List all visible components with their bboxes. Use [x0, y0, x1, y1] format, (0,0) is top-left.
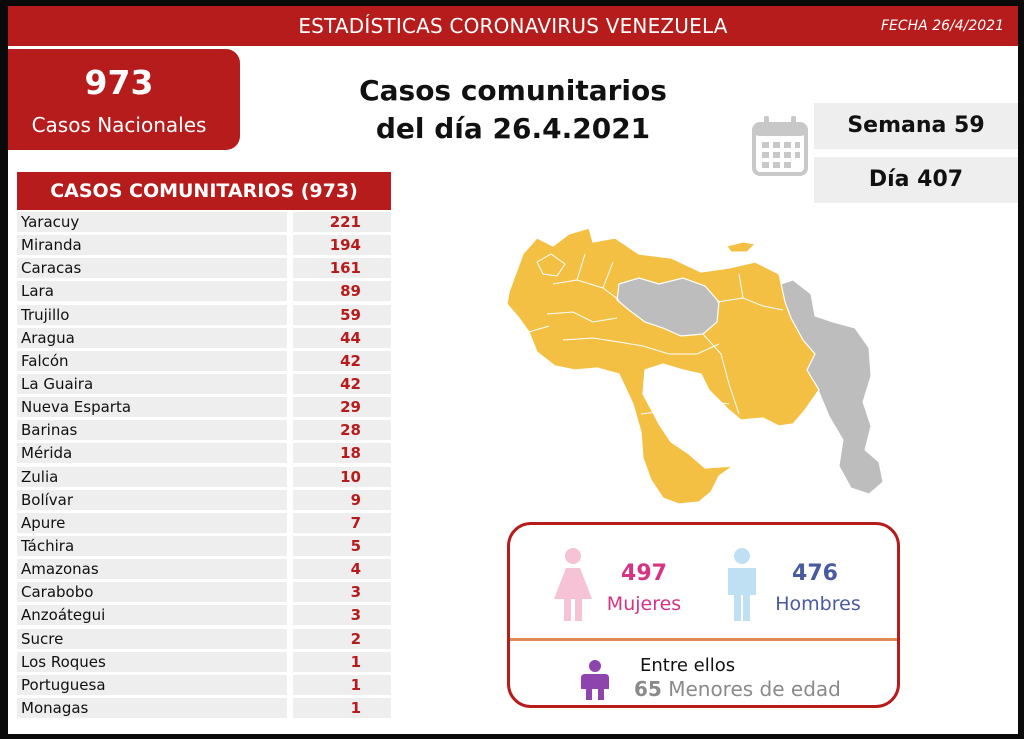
state-cases: 2 [293, 628, 391, 649]
state-name: Aragua [17, 327, 287, 348]
state-name: Nueva Esparta [17, 397, 287, 418]
state-cases: 7 [293, 512, 391, 533]
state-cases: 42 [293, 350, 391, 371]
state-name: Anzoátegui [17, 605, 287, 626]
gender-breakdown-card: 497 Mujeres 476 Hombres Entre ellos 65 M… [507, 522, 900, 708]
state-name: Mérida [17, 443, 287, 464]
table-row: Trujillo 59 [17, 304, 391, 325]
headline: Casos comunitarios del día 26.4.2021 [308, 72, 718, 148]
divider [510, 638, 897, 641]
state-cases: 59 [293, 304, 391, 325]
state-cases: 44 [293, 327, 391, 348]
state-cases: 42 [293, 373, 391, 394]
state-name: Barinas [17, 420, 287, 441]
header-date: FECHA 26/4/2021 [880, 18, 1004, 34]
state-name: Falcón [17, 350, 287, 371]
headline-line-2: del día 26.4.2021 [375, 112, 651, 145]
state-name: Carabobo [17, 582, 287, 603]
headline-line-1: Casos comunitarios [359, 74, 667, 107]
state-name: La Guaira [17, 373, 287, 394]
table-row: Falcón 42 [17, 350, 391, 371]
state-cases: 89 [293, 281, 391, 302]
community-cases-header: CASOS COMUNITARIOS (973) [17, 172, 391, 210]
national-cases-count: 973 [84, 63, 154, 102]
state-cases: 18 [293, 443, 391, 464]
day-number: Día 407 [814, 157, 1018, 203]
minors-count: 65 [634, 677, 662, 701]
week-number: Semana 59 [814, 103, 1018, 149]
map-region-yellow [506, 227, 820, 505]
state-name: Sucre [17, 628, 287, 649]
state-name: Táchira [17, 535, 287, 556]
state-cases: 1 [293, 674, 391, 695]
table-row: Lara 89 [17, 281, 391, 302]
state-name: Lara [17, 281, 287, 302]
table-row: Táchira 5 [17, 535, 391, 556]
state-cases: 29 [293, 397, 391, 418]
state-cases: 221 [293, 212, 391, 232]
state-cases: 1 [293, 697, 391, 718]
table-row: Miranda 194 [17, 235, 391, 256]
table-row: La Guaira 42 [17, 373, 391, 394]
state-name: Amazonas [17, 559, 287, 580]
state-cases: 28 [293, 420, 391, 441]
state-name: Apure [17, 512, 287, 533]
state-cases: 4 [293, 559, 391, 580]
state-name: Caracas [17, 258, 287, 279]
state-cases: 10 [293, 466, 391, 487]
state-cases: 3 [293, 582, 391, 603]
table-row: Anzoátegui 3 [17, 605, 391, 626]
table-row: Monagas 1 [17, 697, 391, 718]
male-label: Hombres [775, 593, 861, 615]
table-row: Yaracuy 221 [17, 212, 391, 232]
state-cases: 1 [293, 651, 391, 672]
female-icon [552, 547, 594, 627]
table-row: Los Roques 1 [17, 651, 391, 672]
table-row: Carabobo 3 [17, 582, 391, 603]
table-row: Barinas 28 [17, 420, 391, 441]
venezuela-map [493, 214, 893, 513]
table-row: Mérida 18 [17, 443, 391, 464]
female-count: 497 [621, 561, 667, 586]
table-row: Amazonas 4 [17, 559, 391, 580]
table-row: Aragua 44 [17, 327, 391, 348]
national-cases-card: 973 Casos Nacionales [8, 49, 240, 150]
map-island [726, 241, 757, 253]
state-name: Miranda [17, 235, 287, 256]
state-name: Trujillo [17, 304, 287, 325]
table-row: Bolívar 9 [17, 489, 391, 510]
state-name: Bolívar [17, 489, 287, 510]
state-cases: 3 [293, 605, 391, 626]
female-label: Mujeres [606, 593, 682, 615]
infographic-page: ESTADÍSTICAS CORONAVIRUS VENEZUELA FECHA… [8, 6, 1018, 734]
male-icon [724, 547, 760, 627]
state-name: Zulia [17, 466, 287, 487]
table-row: Nueva Esparta 29 [17, 397, 391, 418]
child-icon [580, 659, 610, 705]
table-row: Zulia 10 [17, 466, 391, 487]
community-cases-table: Yaracuy 221 Miranda 194 Caracas 161 Lara 89 … [17, 212, 391, 721]
map-region-gray-central [616, 277, 720, 337]
state-name: Portuguesa [17, 674, 287, 695]
header-bar: ESTADÍSTICAS CORONAVIRUS VENEZUELA FECHA… [8, 6, 1018, 46]
table-row: Apure 7 [17, 512, 391, 533]
male-count: 476 [792, 561, 838, 586]
table-row: Portuguesa 1 [17, 674, 391, 695]
state-cases: 9 [293, 489, 391, 510]
state-name: Los Roques [17, 651, 287, 672]
calendar-icon [750, 114, 810, 182]
state-name: Monagas [17, 697, 287, 718]
minors-intro: Entre ellos [640, 655, 736, 676]
state-cases: 194 [293, 235, 391, 256]
header-title: ESTADÍSTICAS CORONAVIRUS VENEZUELA [298, 14, 728, 38]
national-cases-label: Casos Nacionales [31, 113, 207, 137]
state-name: Yaracuy [17, 212, 287, 232]
table-row: Sucre 2 [17, 628, 391, 649]
map-region-yellow-west [536, 253, 566, 277]
state-cases: 5 [293, 535, 391, 556]
table-row: Caracas 161 [17, 258, 391, 279]
minors-summary: 65 Menores de edad [634, 677, 841, 701]
state-cases: 161 [293, 258, 391, 279]
minors-label: Menores de edad [668, 677, 841, 701]
